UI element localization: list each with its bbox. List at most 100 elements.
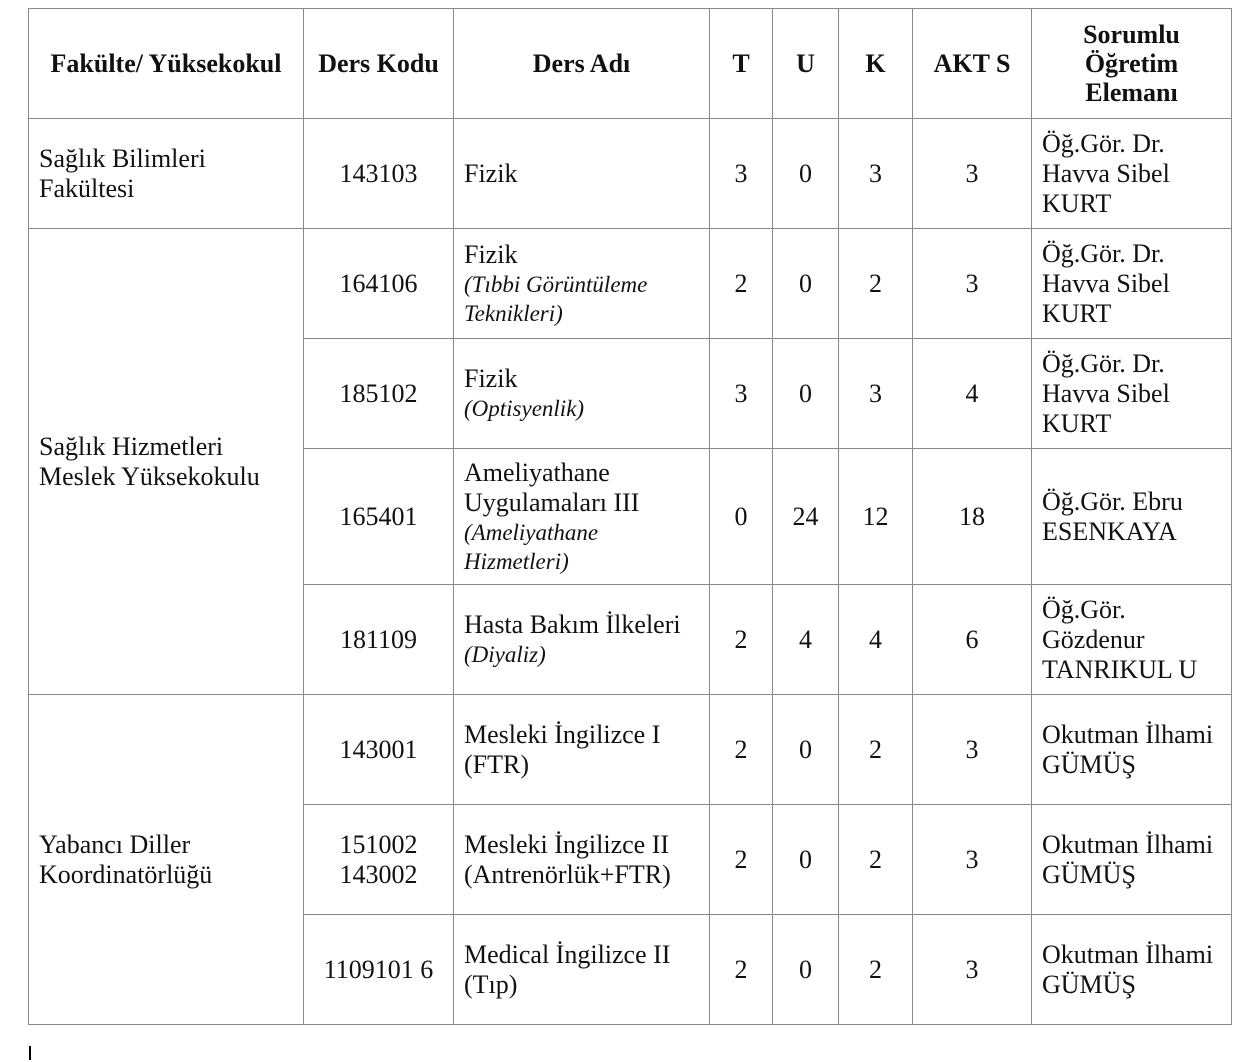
credit-u-cell: 4 <box>772 584 839 695</box>
course-code-cell-content: 181109 <box>314 625 443 655</box>
header-faculty-content: Fakülte/ Yüksekokul <box>39 49 293 78</box>
credit-akts: 18 <box>959 501 985 531</box>
course-name-cell: Hasta Bakım İlkeleri (Diyaliz) <box>453 584 710 695</box>
credit-u: 4 <box>799 624 812 654</box>
course-name: Ameliyathane Uygulamaları III <box>464 457 640 517</box>
course-name: Medical İngilizce II (Tıp) <box>464 939 671 999</box>
course-subtitle: (Ameliyathane Hizmetleri) <box>464 519 599 574</box>
credit-t: 2 <box>734 734 748 764</box>
course-subtitle: (Optisyenlik) <box>464 396 585 421</box>
faculty-name: Sağlık Hizmetleri Meslek Yüksekokulu <box>39 431 260 491</box>
course-name-cell-content: Fizik (Tıbbi Görüntüleme Teknikleri) <box>464 240 699 328</box>
credit-akts: 3 <box>965 954 979 984</box>
credit-k-cell-content: 2 <box>849 845 902 875</box>
credit-k-cell-content: 12 <box>849 502 902 532</box>
course-code: 181109 <box>339 624 418 654</box>
faculty-cell-content: Sağlık Bilimleri Fakültesi <box>39 144 293 204</box>
course-name-cell-content: Medical İngilizce II (Tıp) <box>464 940 699 1000</box>
course-code-cell-content: 143103 <box>314 159 443 189</box>
header-faculty-text: Fakülte/ Yüksekokul <box>50 49 282 78</box>
credit-akts-cell-content: 3 <box>923 269 1021 299</box>
credit-k-cell: 4 <box>838 584 913 695</box>
credit-akts: 3 <box>965 158 979 188</box>
header-k-content: K <box>849 49 902 78</box>
header-akts-text: AKT S <box>933 49 1011 78</box>
instructor-cell-content: Okutman İlhami GÜMÜŞ <box>1042 830 1221 890</box>
course-subtitle: (Tıbbi Görüntüleme Teknikleri) <box>464 271 648 326</box>
course-code-cell: 181109 <box>303 584 454 695</box>
credit-akts-cell: 18 <box>912 448 1032 585</box>
credit-u-cell: 0 <box>772 228 839 339</box>
credit-u-cell-content: 0 <box>783 845 828 875</box>
credit-akts-cell-content: 6 <box>923 625 1021 655</box>
faculty-name: Yabancı Diller Koordinatörlüğü <box>39 829 213 889</box>
credit-t-cell: 2 <box>709 694 773 805</box>
text-cursor <box>29 1046 31 1060</box>
header-faculty: Fakülte/ Yüksekokul <box>28 8 304 119</box>
credit-akts-cell: 3 <box>912 228 1032 339</box>
credit-t-cell-content: 3 <box>720 159 762 189</box>
credit-u-cell-content: 0 <box>783 379 828 409</box>
course-name: Fizik <box>464 364 518 393</box>
credit-u-cell: 0 <box>772 804 839 915</box>
credit-akts: 4 <box>965 378 979 408</box>
instructor-name: Okutman İlhami GÜMÜŞ <box>1042 939 1214 999</box>
credit-u-cell-content: 0 <box>783 735 828 765</box>
instructor-name: Okutman İlhami GÜMÜŞ <box>1042 829 1214 889</box>
header-k-text: K <box>865 49 886 78</box>
credit-k: 3 <box>869 158 882 188</box>
instructor-cell-content: Öğ.Gör. Dr. Havva Sibel KURT <box>1042 239 1221 329</box>
course-table: Fakülte/ Yüksekokul Ders Kodu Ders Adı T U K A… <box>28 8 1232 1025</box>
credit-k-cell: 3 <box>838 118 913 229</box>
header-k: K <box>838 8 913 119</box>
instructor-cell: Okutman İlhami GÜMÜŞ <box>1031 694 1232 805</box>
course-name: Fizik <box>464 239 518 269</box>
faculty-cell-content: Sağlık Hizmetleri Meslek Yüksekokulu <box>39 432 293 492</box>
credit-t: 2 <box>734 268 748 298</box>
credit-u-cell-content: 0 <box>783 269 828 299</box>
course-code-cell-content: 1109101 6 <box>314 955 443 985</box>
instructor-cell-content: Öğ.Gör. Ebru ESENKAYA <box>1042 487 1221 547</box>
credit-t-cell-content: 2 <box>720 955 762 985</box>
course-subtitle: (Diyaliz) <box>464 642 546 667</box>
instructor-cell-content: Öğ.Gör. Dr. Havva Sibel KURT <box>1042 129 1221 219</box>
credit-k-cell: 3 <box>838 338 913 449</box>
course-code: 151002 143002 <box>339 829 418 889</box>
course-name-cell: Mesleki İngilizce I (FTR) <box>453 694 710 805</box>
credit-k: 12 <box>862 501 889 531</box>
credit-t-cell-content: 3 <box>720 379 762 409</box>
credit-akts-cell: 4 <box>912 338 1032 449</box>
instructor-name: Öğ.Gör. Dr. Havva Sibel KURT <box>1042 128 1170 218</box>
credit-t-cell: 2 <box>709 914 773 1025</box>
course-code: 185102 <box>339 378 418 408</box>
instructor-name: Öğ.Gör. Dr. Havva Sibel KURT <box>1042 348 1170 438</box>
faculty-name: Sağlık Bilimleri Fakültesi <box>39 143 206 203</box>
credit-t: 2 <box>734 954 748 984</box>
header-u-text: U <box>796 49 815 78</box>
credit-u: 24 <box>792 501 819 531</box>
course-code: 164106 <box>339 268 418 298</box>
credit-t-cell-content: 0 <box>720 502 762 532</box>
instructor-name: Öğ.Gör. Dr. Havva Sibel KURT <box>1042 238 1170 328</box>
header-instructor-content: Sorumlu Öğretim Elemanı <box>1042 20 1221 107</box>
course-name-cell-content: Fizik <box>464 159 699 189</box>
credit-k-cell: 2 <box>838 804 913 915</box>
course-name-cell: Medical İngilizce II (Tıp) <box>453 914 710 1025</box>
course-code-cell-content: 143001 <box>314 735 443 765</box>
credit-k-cell-content: 3 <box>849 159 902 189</box>
course-code-cell: 1109101 6 <box>303 914 454 1025</box>
header-course-name-content: Ders Adı <box>464 49 699 78</box>
credit-akts-cell-content: 3 <box>923 735 1021 765</box>
credit-akts-cell: 6 <box>912 584 1032 695</box>
credit-u: 0 <box>799 158 812 188</box>
credit-akts-cell: 3 <box>912 914 1032 1025</box>
course-name-cell: Fizik (Tıbbi Görüntüleme Teknikleri) <box>453 228 710 339</box>
course-name: Mesleki İngilizce II (Antrenörlük+FTR) <box>464 829 671 889</box>
header-instructor: Sorumlu Öğretim Elemanı <box>1031 8 1232 119</box>
credit-akts-cell: 3 <box>912 118 1032 229</box>
course-name: Fizik <box>464 158 518 188</box>
instructor-cell-content: Öğ.Gör. Gözdenur TANRIKUL U <box>1042 595 1221 685</box>
credit-t: 2 <box>734 624 748 654</box>
credit-u: 0 <box>799 844 812 874</box>
header-course-code-content: Ders Kodu <box>314 49 443 78</box>
